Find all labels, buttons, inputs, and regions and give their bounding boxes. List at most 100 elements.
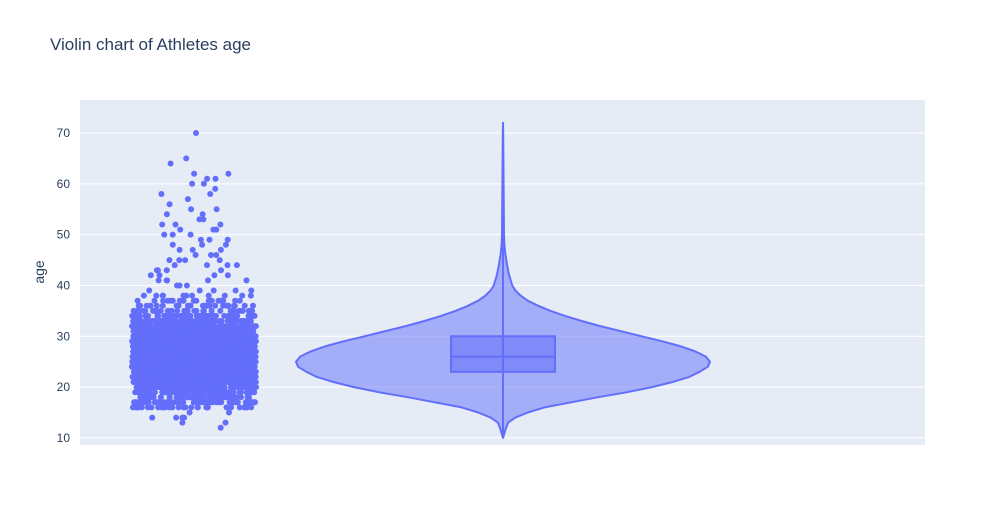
- data-point: [205, 373, 212, 380]
- data-point: [171, 379, 178, 385]
- data-point: [238, 373, 245, 380]
- data-point: [222, 241, 229, 248]
- data-point: [251, 368, 257, 375]
- data-point: [181, 343, 188, 350]
- data-point: [239, 328, 246, 335]
- data-point: [213, 318, 220, 324]
- data-point: [137, 399, 144, 406]
- data-point: [161, 231, 168, 238]
- data-point: [202, 333, 208, 340]
- data-point: [212, 302, 219, 309]
- data-point: [187, 394, 193, 401]
- data-point: [208, 297, 215, 304]
- data-point: [133, 333, 140, 340]
- data-point: [208, 252, 214, 258]
- data-point: [232, 287, 239, 294]
- data-point: [207, 384, 214, 391]
- data-point: [219, 379, 226, 385]
- data-point: [139, 379, 146, 385]
- data-point: [177, 312, 184, 319]
- data-point: [173, 414, 180, 421]
- data-point: [176, 394, 183, 401]
- y-tick-label-20: 20: [57, 380, 71, 394]
- data-point: [149, 318, 156, 324]
- data-point: [147, 384, 154, 391]
- data-point: [205, 394, 212, 401]
- data-point: [151, 353, 158, 360]
- data-point: [236, 389, 243, 396]
- data-point: [184, 196, 191, 203]
- data-point: [131, 318, 137, 324]
- data-point: [201, 302, 208, 309]
- data-point: [146, 287, 153, 294]
- data-point: [167, 160, 174, 167]
- data-point: [165, 328, 172, 335]
- data-point: [181, 338, 188, 345]
- chart-title: Violin chart of Athletes age: [50, 35, 251, 54]
- data-point: [200, 328, 207, 335]
- data-point: [202, 312, 209, 319]
- data-point: [137, 353, 144, 360]
- data-point: [249, 312, 256, 319]
- data-point: [131, 338, 138, 345]
- data-point: [131, 348, 138, 355]
- data-point: [213, 363, 220, 370]
- data-point: [223, 328, 230, 335]
- data-point: [149, 394, 156, 401]
- data-point: [243, 323, 250, 330]
- data-point: [143, 318, 150, 324]
- data-point: [227, 363, 234, 370]
- data-point: [144, 404, 151, 411]
- data-point: [156, 399, 162, 406]
- data-point: [203, 338, 210, 345]
- data-point: [156, 338, 163, 345]
- data-point: [171, 312, 178, 319]
- data-point: [221, 384, 228, 391]
- data-point: [204, 262, 210, 269]
- data-point: [176, 246, 183, 253]
- data-point: [186, 323, 193, 330]
- data-point: [146, 343, 153, 350]
- data-point: [226, 399, 233, 406]
- data-point: [235, 333, 242, 340]
- data-point: [251, 343, 258, 350]
- data-point: [196, 312, 202, 319]
- data-point: [221, 292, 228, 299]
- data-point: [183, 282, 190, 289]
- data-point: [221, 338, 228, 345]
- data-point: [217, 384, 223, 391]
- data-point: [213, 252, 220, 258]
- data-point: [161, 384, 168, 391]
- data-point: [225, 302, 231, 309]
- data-point: [175, 384, 182, 391]
- data-point: [195, 384, 202, 391]
- data-point: [232, 297, 239, 304]
- data-point: [218, 318, 225, 324]
- data-point: [243, 318, 250, 324]
- data-point: [230, 394, 237, 401]
- data-point: [212, 338, 219, 345]
- data-point: [137, 394, 144, 401]
- data-point: [242, 399, 249, 406]
- data-point: [166, 201, 173, 208]
- data-point: [162, 323, 168, 330]
- data-point: [182, 328, 189, 335]
- data-point: [130, 358, 137, 365]
- data-point: [240, 343, 247, 350]
- data-point: [179, 363, 186, 370]
- data-point: [140, 373, 147, 380]
- data-point: [224, 272, 231, 279]
- data-point: [165, 343, 172, 350]
- data-point: [203, 343, 209, 350]
- data-point: [207, 358, 214, 365]
- y-tick-label-70: 70: [57, 126, 71, 140]
- data-point: [142, 353, 149, 360]
- data-point: [216, 257, 223, 264]
- data-point: [199, 373, 206, 380]
- data-point: [184, 302, 191, 309]
- data-point: [196, 287, 203, 294]
- data-point: [216, 373, 223, 380]
- data-point: [218, 399, 225, 406]
